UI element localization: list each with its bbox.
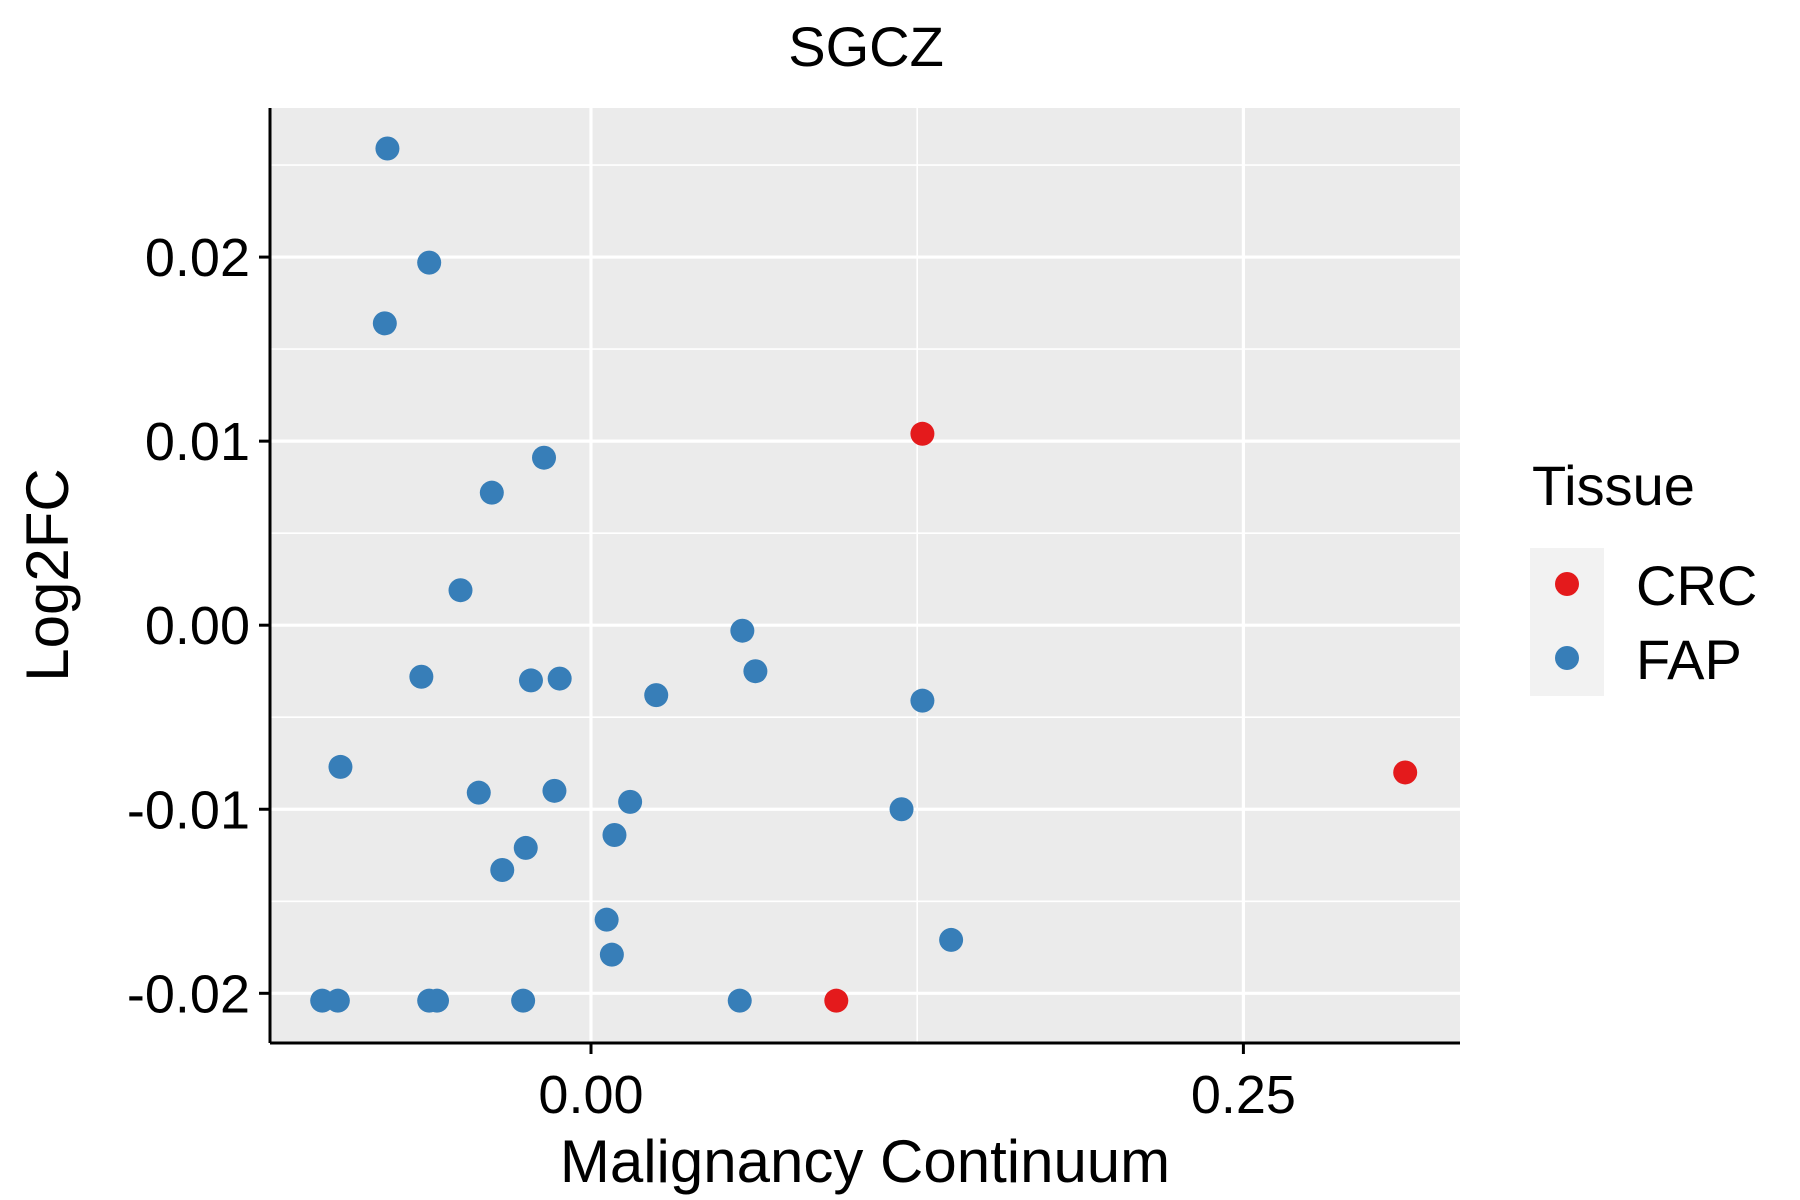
- y-tick-label: 0.02: [145, 228, 250, 288]
- x-tick-label: 0.25: [1191, 1065, 1296, 1125]
- y-tick-label: -0.01: [127, 780, 250, 840]
- x-tick-label: 0.00: [538, 1065, 643, 1125]
- x-axis-ticks: 0.000.250.50: [538, 1043, 1296, 1125]
- data-points: [310, 136, 1418, 1013]
- point-fap: [325, 988, 350, 1013]
- legend-key-background: [1530, 548, 1604, 696]
- y-axis-title: Log2FC: [14, 468, 81, 681]
- point-fap: [372, 311, 397, 336]
- point-fap: [518, 668, 543, 693]
- legend-label-fap: FAP: [1636, 628, 1742, 691]
- point-fap: [490, 857, 515, 882]
- point-fap: [425, 988, 450, 1013]
- point-fap: [542, 778, 567, 803]
- legend-title: Tissue: [1532, 454, 1695, 517]
- point-fap: [602, 823, 627, 848]
- legend-swatch-crc: [1555, 572, 1579, 596]
- point-fap: [513, 835, 538, 860]
- point-fap: [939, 927, 964, 952]
- legend-label-crc: CRC: [1636, 554, 1757, 617]
- y-tick-label: 0.01: [145, 412, 250, 472]
- point-fap: [727, 988, 752, 1013]
- point-crc: [910, 421, 935, 446]
- point-fap: [910, 688, 935, 713]
- point-fap: [466, 780, 491, 805]
- point-crc: [1393, 760, 1418, 785]
- point-fap: [511, 988, 536, 1013]
- point-fap: [479, 480, 504, 505]
- point-fap: [743, 659, 768, 684]
- y-tick-label: 0.00: [145, 596, 250, 656]
- point-fap: [889, 797, 914, 822]
- plot-panel: [270, 108, 1460, 1043]
- grid-minor: [270, 108, 1460, 1043]
- y-axis-ticks: -0.02 -0.01 0.00 0.01 0.02: [127, 228, 270, 1024]
- legend-swatch-fap: [1555, 646, 1579, 670]
- point-fap: [375, 136, 400, 161]
- point-fap: [547, 666, 572, 691]
- point-crc: [824, 988, 849, 1013]
- point-fap: [594, 907, 619, 932]
- point-fap: [532, 445, 557, 470]
- chart-title: SGCZ: [788, 15, 944, 78]
- point-fap: [409, 664, 434, 689]
- grid-major: [270, 108, 1460, 1043]
- x-axis-title: Malignancy Continuum: [560, 1128, 1170, 1195]
- point-fap: [644, 683, 669, 708]
- legend: Tissue CRC FAP: [1530, 454, 1757, 696]
- point-fap: [599, 942, 624, 967]
- point-fap: [730, 618, 755, 643]
- point-fap: [417, 250, 442, 275]
- point-fap: [618, 789, 643, 814]
- point-fap: [448, 578, 473, 603]
- point-fap: [328, 754, 353, 779]
- y-tick-label: -0.02: [127, 964, 250, 1024]
